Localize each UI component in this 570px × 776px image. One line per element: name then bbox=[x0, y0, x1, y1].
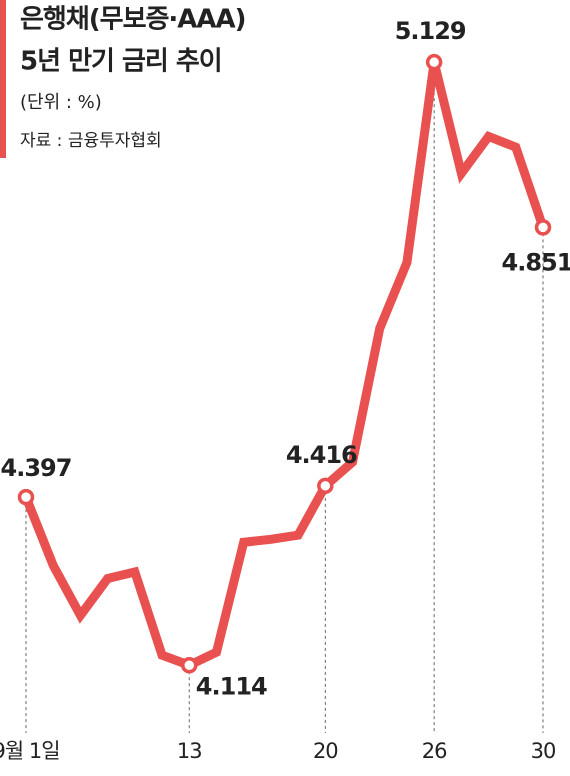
data-point bbox=[17, 488, 35, 506]
x-tick-label: 30 bbox=[531, 739, 556, 763]
value-label: 4.397 bbox=[1, 454, 72, 482]
source-label: 자료 : 금융투자협회 bbox=[20, 131, 162, 151]
chart-subtitle: 5년 만기 금리 추이 bbox=[20, 47, 222, 77]
data-point bbox=[317, 477, 334, 495]
x-tick-label: 9월 1일 bbox=[0, 739, 60, 763]
unit-label: (단위 : %) bbox=[20, 92, 102, 113]
x-tick-label: 20 bbox=[313, 739, 338, 763]
data-line bbox=[21, 61, 548, 671]
value-label: 5.129 bbox=[395, 17, 466, 45]
data-point bbox=[425, 53, 443, 71]
value-label: 4.851 bbox=[502, 248, 570, 276]
value-label: 4.416 bbox=[286, 441, 357, 469]
data-point bbox=[534, 219, 552, 236]
data-point bbox=[181, 657, 198, 674]
title-bar bbox=[0, 0, 6, 158]
x-tick-label: 13 bbox=[177, 739, 202, 763]
x-tick-label: 26 bbox=[422, 739, 447, 763]
value-label: 4.114 bbox=[196, 672, 267, 700]
chart-title: 은행채(무보증·AAA) bbox=[20, 5, 246, 35]
